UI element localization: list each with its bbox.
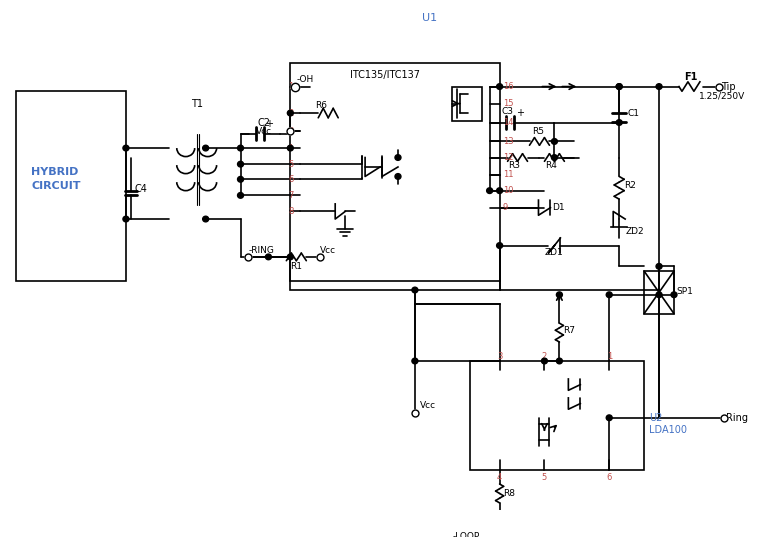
Text: ITC135/ITC137: ITC135/ITC137 (350, 70, 420, 80)
Text: SP1: SP1 (676, 287, 693, 296)
Text: U2: U2 (649, 413, 662, 423)
Text: 2: 2 (288, 108, 294, 118)
Text: Vcc: Vcc (420, 401, 436, 410)
Circle shape (616, 84, 622, 89)
Text: Vcc: Vcc (320, 246, 337, 255)
Circle shape (412, 287, 418, 293)
Circle shape (287, 145, 294, 151)
Text: 3: 3 (288, 127, 294, 135)
Circle shape (123, 216, 129, 222)
Text: 14: 14 (503, 118, 513, 127)
Text: +: + (266, 119, 273, 129)
Text: 9: 9 (503, 203, 508, 212)
Circle shape (497, 243, 503, 249)
Circle shape (541, 358, 547, 364)
Text: R3: R3 (508, 161, 521, 170)
Text: LDA100: LDA100 (649, 425, 687, 435)
Text: 6: 6 (607, 473, 612, 482)
Text: 12: 12 (503, 153, 513, 162)
Circle shape (606, 415, 612, 420)
Bar (451, 86, 482, 121)
Circle shape (237, 161, 244, 167)
Circle shape (266, 254, 272, 260)
Text: R1: R1 (291, 262, 302, 271)
Circle shape (616, 120, 622, 125)
Text: C1: C1 (627, 108, 639, 118)
Circle shape (656, 264, 662, 269)
Text: F1: F1 (684, 72, 697, 82)
Text: 1: 1 (607, 352, 612, 361)
Circle shape (656, 292, 662, 297)
Circle shape (287, 254, 294, 260)
Circle shape (497, 188, 503, 193)
Text: Ring: Ring (726, 413, 747, 423)
Circle shape (606, 292, 612, 297)
Circle shape (203, 145, 209, 151)
Text: +: + (515, 108, 523, 118)
Text: 5: 5 (542, 473, 547, 482)
Text: 7: 7 (288, 191, 294, 200)
Circle shape (616, 84, 622, 89)
Circle shape (487, 188, 493, 193)
Text: 11: 11 (503, 170, 513, 179)
Circle shape (656, 84, 662, 89)
Text: R6: R6 (316, 101, 327, 110)
Text: -OH: -OH (296, 75, 314, 84)
Text: 15: 15 (503, 99, 513, 108)
Circle shape (497, 84, 503, 89)
Circle shape (671, 292, 677, 297)
Text: Tip: Tip (721, 82, 736, 91)
Text: R4: R4 (545, 161, 558, 170)
Text: 13: 13 (503, 137, 513, 146)
Text: R5: R5 (533, 127, 544, 136)
Circle shape (123, 145, 129, 151)
Text: 1.25/250V: 1.25/250V (699, 91, 745, 100)
Circle shape (551, 139, 558, 144)
Text: HYBRID: HYBRID (31, 166, 79, 177)
Text: U1: U1 (423, 13, 437, 24)
Bar (16, 91, 126, 280)
Text: ZD2: ZD2 (625, 227, 644, 236)
Text: 6: 6 (288, 175, 294, 184)
Text: 3: 3 (497, 352, 502, 361)
Text: R7: R7 (563, 326, 576, 335)
Text: 4: 4 (288, 143, 294, 153)
Text: R2: R2 (624, 182, 636, 191)
Circle shape (203, 216, 209, 222)
Circle shape (395, 173, 401, 179)
Text: CIRCUIT: CIRCUIT (31, 181, 80, 191)
Bar (644, 271, 674, 314)
Text: 2: 2 (542, 352, 547, 361)
Text: 10: 10 (503, 186, 513, 195)
Text: 4: 4 (497, 473, 502, 482)
Text: D1: D1 (552, 203, 565, 212)
Circle shape (237, 177, 244, 182)
Circle shape (237, 145, 244, 151)
Circle shape (237, 193, 244, 198)
Circle shape (556, 358, 562, 364)
Text: C3: C3 (501, 107, 514, 115)
Circle shape (287, 110, 294, 116)
Circle shape (412, 358, 418, 364)
Text: C4: C4 (135, 184, 148, 194)
Text: ZD1: ZD1 (544, 248, 563, 257)
Text: 5: 5 (288, 159, 294, 169)
Circle shape (395, 155, 401, 161)
Bar (291, 63, 500, 290)
Text: 16: 16 (503, 82, 513, 91)
Text: -RING: -RING (248, 246, 274, 255)
Circle shape (556, 292, 562, 297)
Text: 1: 1 (288, 82, 294, 91)
Text: Vcc: Vcc (256, 127, 273, 135)
Circle shape (551, 155, 558, 161)
Text: T1: T1 (191, 99, 203, 108)
Text: C2: C2 (258, 118, 270, 127)
Text: R8: R8 (504, 489, 515, 498)
Bar (469, 361, 644, 470)
Text: -LOOP: -LOOP (452, 532, 480, 537)
Text: 8: 8 (288, 207, 294, 216)
